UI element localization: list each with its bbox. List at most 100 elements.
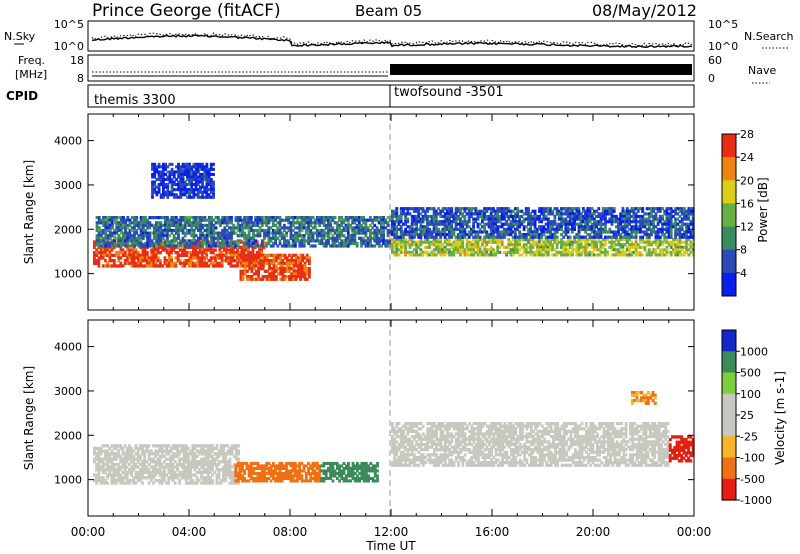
- data-cell: [178, 248, 182, 252]
- data-cell: [483, 230, 486, 234]
- y-tick-label: 1000: [54, 268, 82, 281]
- data-cell: [196, 188, 200, 192]
- data-cell: [143, 452, 147, 456]
- data-cell: [188, 178, 191, 182]
- data-cell: [119, 465, 123, 469]
- data-cell: [386, 228, 390, 233]
- data-cell: [115, 240, 118, 244]
- data-cell: [665, 222, 669, 226]
- data-cell: [426, 245, 429, 249]
- data-cell: [344, 216, 348, 220]
- data-cell: [676, 233, 680, 237]
- data-cell: [503, 250, 506, 254]
- data-cell: [542, 240, 546, 244]
- data-cell: [538, 227, 541, 231]
- data-cell: [172, 195, 176, 199]
- data-cell: [305, 221, 308, 225]
- data-cell: [112, 264, 116, 268]
- data-cell: [437, 245, 440, 249]
- data-cell: [448, 248, 451, 252]
- data-cell: [625, 212, 629, 216]
- data-cell: [450, 230, 454, 234]
- data-cell: [154, 470, 158, 475]
- data-cell: [426, 238, 429, 242]
- data-cell: [149, 457, 153, 461]
- data-cell: [230, 226, 233, 230]
- data-cell: [155, 236, 158, 240]
- data-cell: [687, 222, 691, 226]
- data-cell: [524, 207, 528, 211]
- data-cell: [377, 239, 381, 243]
- data-cell: [113, 221, 116, 225]
- data-cell: [93, 240, 96, 244]
- data-cell: [252, 253, 256, 257]
- data-cell: [663, 220, 667, 224]
- data-cell: [97, 261, 101, 265]
- data-cell: [538, 238, 541, 242]
- data-cell: [179, 223, 183, 227]
- data-cell: [566, 227, 570, 231]
- data-cell: [195, 478, 199, 483]
- data-cell: [313, 218, 317, 222]
- data-cell: [606, 230, 609, 234]
- data-cell: [124, 244, 127, 248]
- data-cell: [551, 248, 555, 252]
- data-cell: [250, 269, 254, 273]
- data-cell: [128, 457, 131, 461]
- data-cell: [549, 230, 552, 234]
- data-cell: [181, 175, 185, 179]
- data-cell: [667, 227, 671, 231]
- data-cell: [136, 473, 140, 477]
- data-cell: [159, 180, 163, 184]
- data-cell: [141, 452, 144, 456]
- data-cell: [108, 244, 112, 248]
- data-cell: [220, 251, 224, 255]
- data-cell: [417, 245, 421, 249]
- data-cell: [672, 209, 675, 213]
- data-cell: [287, 218, 291, 222]
- data-cell: [324, 239, 328, 243]
- data-cell: [198, 240, 202, 244]
- data-cell: [643, 225, 647, 229]
- data-cell: [500, 217, 504, 221]
- data-cell: [408, 250, 412, 254]
- data-cell: [130, 244, 134, 248]
- data-cell: [377, 244, 381, 248]
- data-cell: [294, 216, 297, 220]
- data-cell: [445, 250, 449, 254]
- data-cell: [278, 216, 282, 220]
- data-cell: [404, 233, 407, 237]
- data-cell: [99, 476, 103, 480]
- colorbar-swatch: [722, 272, 736, 297]
- data-cell: [145, 253, 149, 257]
- data-cell: [181, 226, 185, 230]
- data-cell: [113, 218, 116, 222]
- data-cell: [503, 227, 506, 231]
- data-cell: [174, 261, 178, 265]
- data-cell: [636, 225, 640, 229]
- data-cell: [137, 256, 140, 260]
- data-cell: [553, 238, 557, 242]
- data-cell: [135, 239, 139, 243]
- data-cell: [157, 172, 161, 176]
- data-cell: [483, 222, 486, 226]
- data-cell: [205, 170, 209, 174]
- data-cell: [132, 468, 136, 472]
- data-cell: [178, 253, 182, 257]
- data-cell: [189, 256, 193, 260]
- data-cell: [192, 175, 196, 179]
- data-cell: [248, 256, 252, 260]
- data-cell: [192, 264, 195, 268]
- data-cell: [687, 253, 691, 257]
- data-cell: [667, 240, 671, 244]
- data-cell: [564, 209, 568, 213]
- data-cell: [674, 225, 677, 229]
- data-cell: [650, 222, 653, 226]
- data-cell: [661, 227, 664, 231]
- data-cell: [265, 231, 269, 235]
- data-cell: [285, 231, 288, 235]
- data-cell: [634, 243, 638, 247]
- data-cell: [203, 195, 207, 199]
- data-cell: [661, 253, 664, 257]
- data-cell: [199, 178, 202, 182]
